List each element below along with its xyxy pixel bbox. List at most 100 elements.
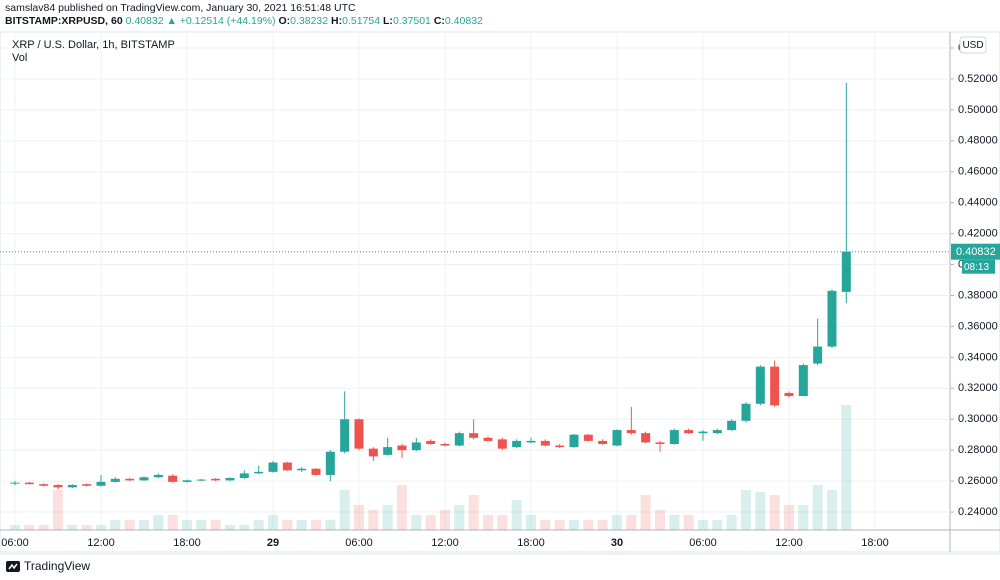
volume-bar — [783, 505, 794, 530]
volume-bar — [568, 520, 579, 530]
countdown-tag — [962, 259, 995, 274]
y-tick-label: 0.50000 — [958, 104, 998, 116]
unit-label: USD — [962, 40, 983, 51]
volume-bar — [10, 525, 20, 530]
candle-body — [354, 419, 364, 449]
candle-body — [555, 445, 565, 448]
candle-body — [125, 478, 135, 481]
candle-body — [411, 442, 421, 451]
candle-body — [325, 451, 335, 475]
volume-bar — [153, 515, 164, 530]
volume-bar — [468, 495, 479, 530]
y-tick-label: 0.30000 — [958, 413, 998, 425]
volume-bar — [368, 510, 379, 530]
volume-bar — [239, 525, 250, 530]
x-tick-label: 30 — [611, 537, 623, 549]
volume-bar — [826, 490, 837, 530]
candle-body — [426, 440, 436, 444]
volume-bar — [310, 520, 321, 530]
x-tick-label: 12:00 — [87, 537, 115, 549]
candle-body — [10, 482, 20, 484]
volume-bar — [482, 515, 493, 530]
candle-body — [96, 481, 106, 486]
volume-bar — [769, 495, 780, 530]
symbol: BITSTAMP:XRPUSD, 60 — [5, 15, 123, 27]
candle-body — [383, 447, 393, 455]
y-tick-label: 0.38000 — [958, 289, 998, 301]
candle-body — [239, 473, 249, 479]
candle-body — [340, 419, 350, 452]
volume-bar — [798, 505, 809, 530]
candle-body — [469, 433, 479, 438]
x-tick-label: 18:00 — [861, 537, 889, 549]
candle-body — [311, 468, 321, 475]
volume-bar — [224, 525, 235, 530]
volume-bar — [669, 515, 680, 530]
candle-body — [540, 440, 550, 446]
candle-body — [755, 366, 765, 404]
candle-body — [841, 251, 851, 292]
volume-layer — [10, 405, 852, 530]
volume-bar — [841, 405, 852, 530]
candle-body — [626, 430, 636, 434]
volume-bar — [497, 515, 508, 530]
candle-body — [182, 480, 192, 482]
volume-bar — [67, 525, 78, 530]
y-tick-label: 0.44000 — [958, 197, 998, 209]
volume-bar — [411, 515, 422, 530]
candle-layer — [10, 82, 851, 490]
change: +0.12514 (+44.19%) — [180, 15, 276, 27]
x-tick-label: 06:00 — [1, 537, 29, 549]
candle-body — [827, 290, 837, 347]
volume-bar — [95, 525, 106, 530]
unit-badge[interactable] — [959, 36, 987, 54]
volume-bar — [167, 515, 178, 530]
volume-bar — [253, 520, 264, 530]
volume-bar — [38, 525, 49, 530]
volume-bar — [583, 520, 594, 530]
y-tick-label: 0.36000 — [958, 320, 998, 332]
candle-body — [583, 434, 593, 441]
c-label: C: — [434, 15, 445, 27]
candle-body — [24, 482, 34, 485]
price: 0.40832 — [126, 15, 164, 27]
x-tick-label: 12:00 — [431, 537, 459, 549]
volume-bar — [626, 515, 637, 530]
volume-bar — [325, 520, 336, 530]
tradingview-logo — [6, 561, 20, 572]
x-tick-label: 06:00 — [689, 537, 717, 549]
volume-bar — [138, 520, 149, 530]
x-tick-label: 12:00 — [775, 537, 803, 549]
y-tick-label: 0.48000 — [958, 135, 998, 147]
x-tick-label: 18:00 — [173, 537, 201, 549]
volume-bar — [755, 492, 766, 530]
candle-body — [282, 462, 292, 471]
candle-body — [368, 448, 378, 457]
chart-frame — [0, 31, 1000, 553]
volume-bar — [267, 515, 278, 530]
candle-body — [268, 462, 278, 472]
candle-body — [53, 484, 63, 488]
candle-body — [440, 443, 450, 446]
candle-body — [741, 403, 751, 421]
y-tick-label: 0.52000 — [958, 73, 998, 85]
price-tag — [951, 243, 1000, 260]
y-tick-label: 0.32000 — [958, 382, 998, 394]
o-value: 0.38232 — [290, 15, 328, 27]
candle-body — [798, 365, 808, 397]
volume-bar — [181, 520, 192, 530]
publish-info: samslav84 published on TradingView.com, … — [5, 2, 356, 14]
volume-bar — [740, 490, 751, 530]
volume-bar — [24, 525, 35, 530]
y-tick-label: 0.42000 — [958, 228, 998, 240]
volume-bar — [124, 520, 135, 530]
candle-body — [211, 478, 221, 481]
candle-body — [168, 475, 178, 482]
candle-body — [569, 434, 579, 448]
candle-body — [684, 430, 694, 434]
candle-body — [512, 440, 522, 448]
o-label: O: — [278, 15, 290, 27]
candle-body — [655, 442, 665, 444]
candle-body — [598, 440, 608, 444]
candle-body — [225, 478, 235, 481]
